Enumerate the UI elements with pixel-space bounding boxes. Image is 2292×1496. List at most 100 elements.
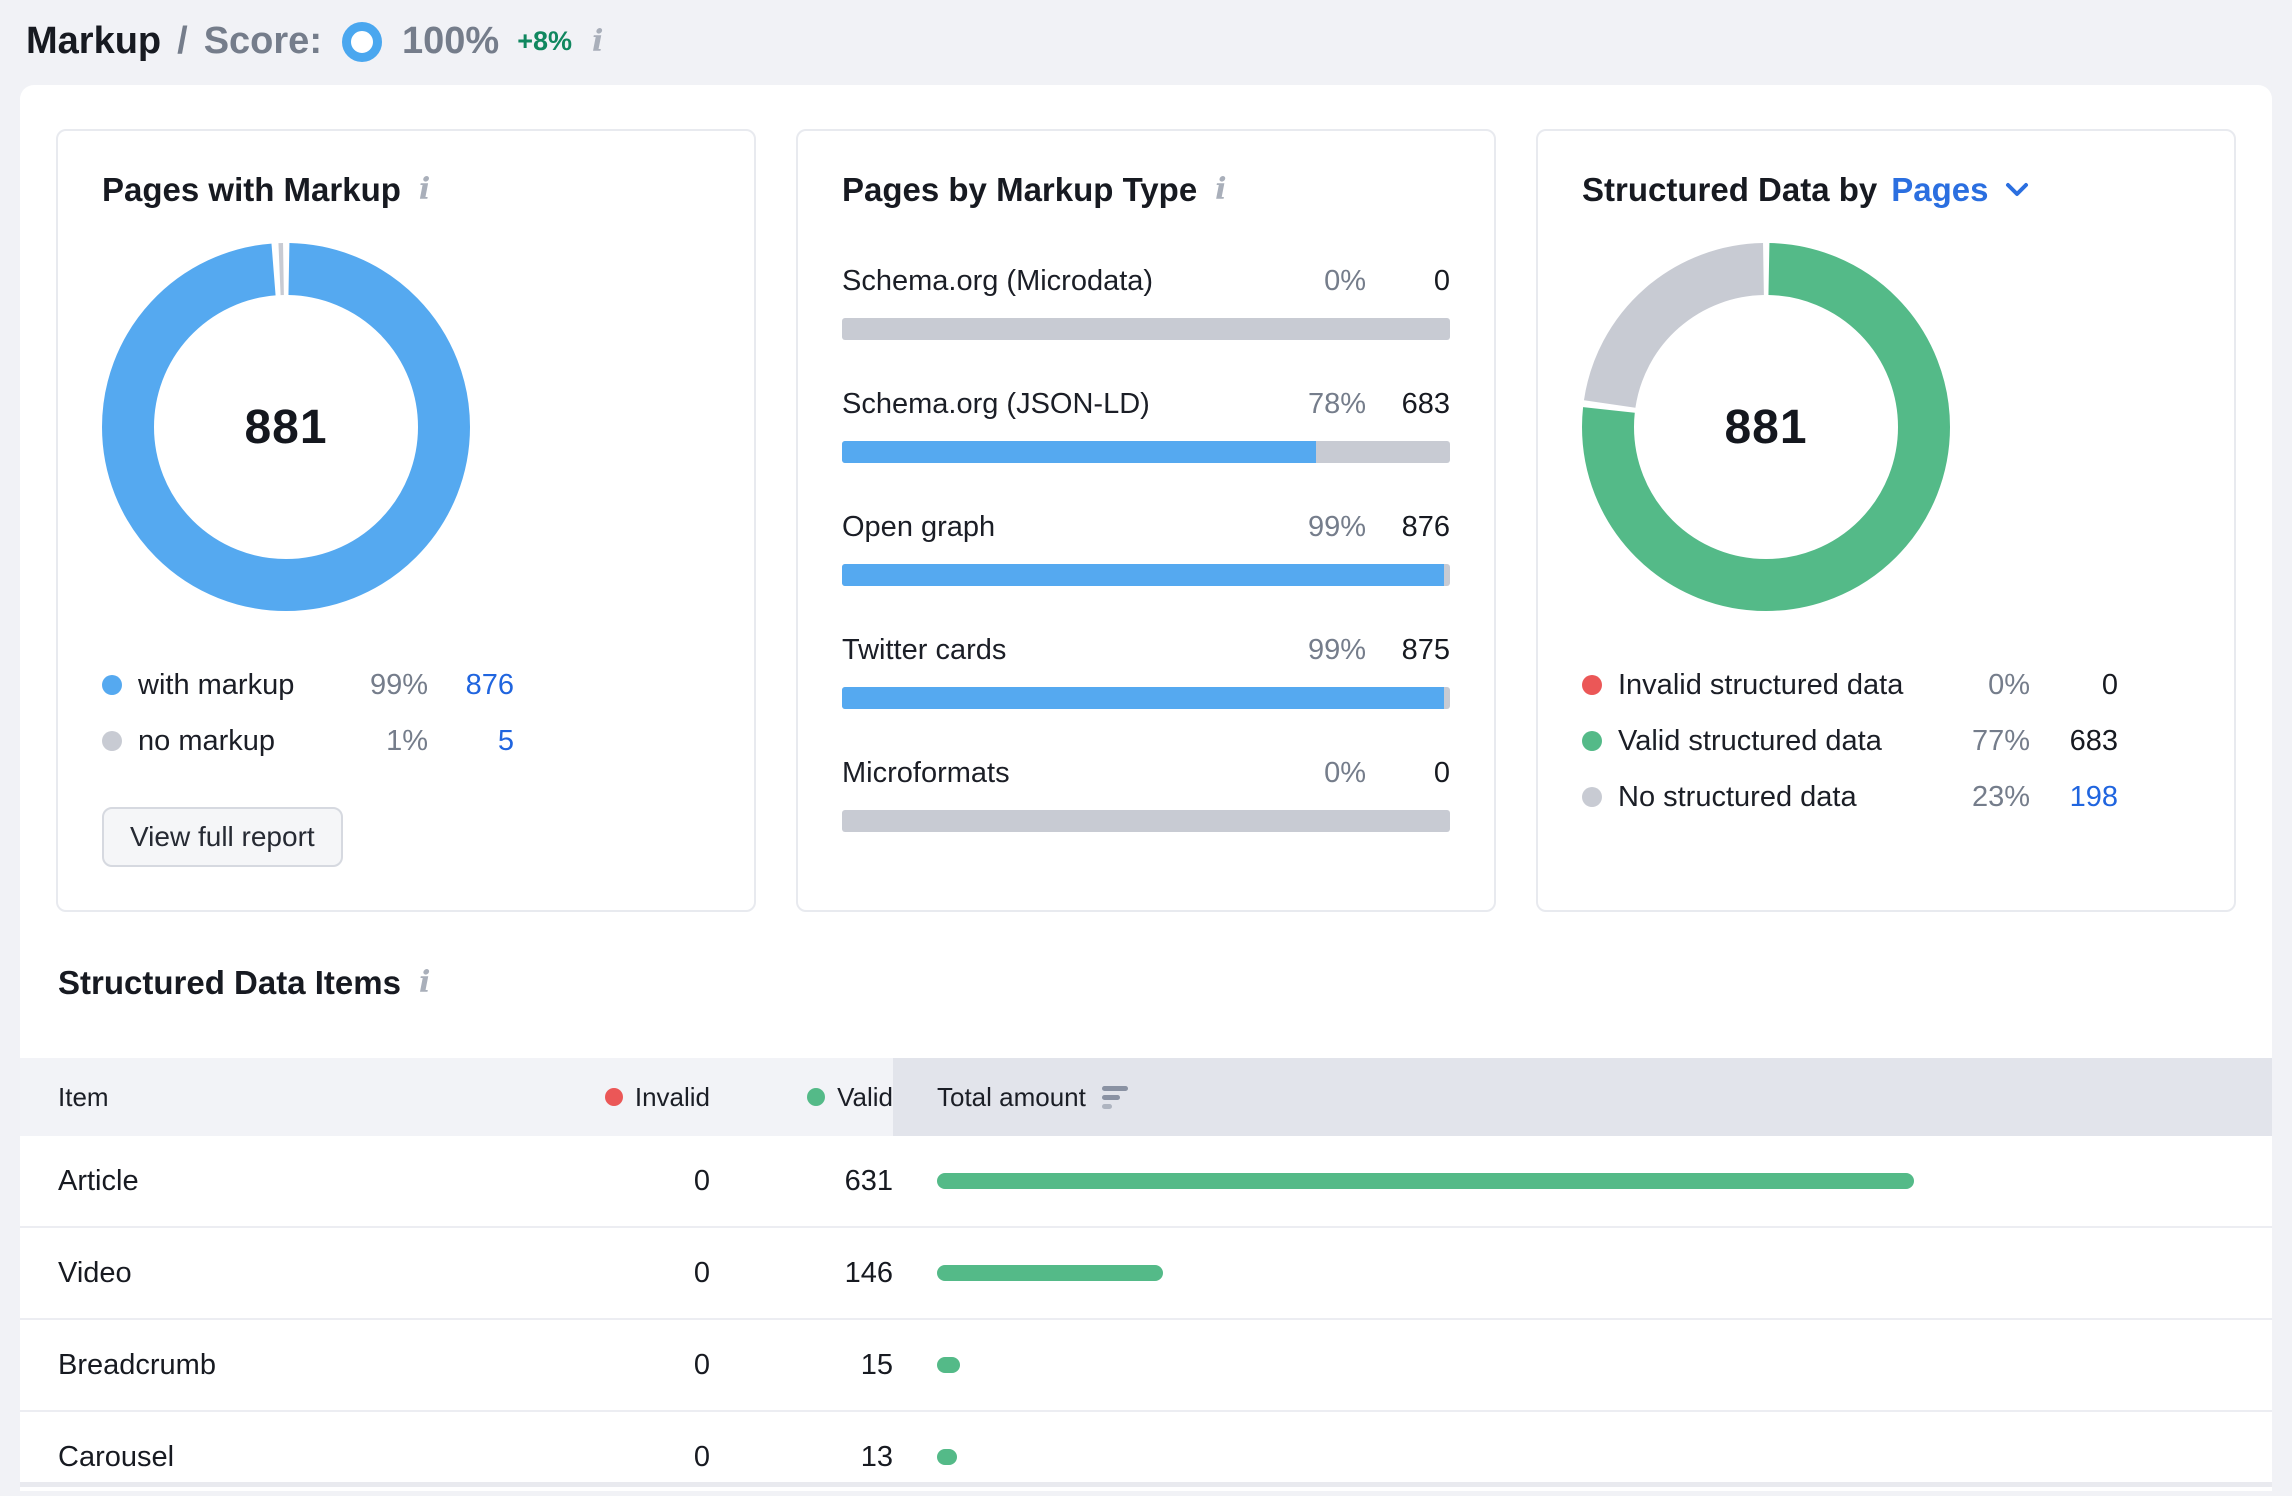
card-pages-by-markup-type: Pages by Markup Type i Schema.org (Micro… — [796, 129, 1496, 912]
legend-value-link[interactable]: 198 — [2069, 780, 2118, 813]
legend-value: 683 — [2069, 724, 2118, 757]
legend-row: No structured data 23% 198 — [1582, 769, 2190, 825]
legend: Invalid structured data 0% 0 Valid struc… — [1582, 657, 2190, 825]
card-title: Pages by Markup Type — [842, 171, 1198, 208]
table-row: Carousel 0 13 — [20, 1412, 2272, 1496]
markup-type-row: Schema.org (JSON-LD) 78% 683 — [842, 388, 1450, 463]
structured-data-items-table: Item Invalid Valid Total amount Article … — [20, 1058, 2272, 1496]
gray-dot-icon — [1582, 787, 1602, 807]
markup-type-percent: 0% — [1324, 265, 1366, 297]
markup-type-row: Schema.org (Microdata) 0% 0 — [842, 265, 1450, 340]
legend-value-link[interactable]: 5 — [497, 724, 514, 757]
markup-type-row: Microformats 0% 0 — [842, 757, 1450, 832]
blue-dot-icon — [102, 675, 122, 695]
total-amount-bar — [937, 1449, 957, 1465]
progress-bar — [842, 810, 1450, 832]
info-icon[interactable]: i — [418, 965, 431, 1000]
structured-data-donut[interactable]: 881 — [1582, 243, 1950, 611]
next-row-divider — [20, 1482, 2272, 1487]
markup-type-label: Schema.org (Microdata) — [842, 265, 1154, 297]
markup-type-row: Open graph 99% 876 — [842, 511, 1450, 586]
markup-type-label: Microformats — [842, 757, 1010, 789]
donut-chart[interactable] — [102, 243, 470, 611]
progress-bar — [842, 687, 1450, 709]
score-value: 100% — [401, 20, 500, 62]
markup-type-value: 0 — [1433, 265, 1450, 297]
page-header: Markup / Score: 100% +8% i — [0, 0, 2292, 85]
card-structured-data-by-pages: Structured Data by Pages 881 Invalid str… — [1536, 129, 2236, 912]
chevron-down-icon[interactable] — [2004, 181, 2030, 199]
column-header-label: Invalid — [634, 1081, 710, 1112]
table-header: Item Invalid Valid Total amount — [20, 1058, 2272, 1136]
card-pages-with-markup: Pages with Markup i 881 with markup 99% … — [56, 129, 756, 912]
legend-label: No structured data — [1618, 780, 1857, 813]
legend-row: no markup 1% 5 — [102, 713, 710, 769]
markup-type-percent: 78% — [1307, 388, 1366, 420]
valid-count: 631 — [844, 1164, 893, 1197]
markup-type-row: Twitter cards 99% 875 — [842, 634, 1450, 709]
table-row: Article 0 631 — [20, 1136, 2272, 1228]
info-icon[interactable]: i — [591, 23, 604, 59]
invalid-count: 0 — [693, 1348, 710, 1381]
legend-percent: 99% — [369, 668, 428, 701]
markup-type-value[interactable]: 683 — [1401, 388, 1450, 420]
green-dot-icon — [807, 1088, 826, 1106]
item-name: Video — [58, 1256, 132, 1289]
page-title: Markup — [26, 20, 162, 62]
cards-row: Pages with Markup i 881 with markup 99% … — [20, 129, 2272, 912]
donut-total: 881 — [1724, 400, 1808, 454]
markup-type-list: Schema.org (Microdata) 0% 0 Schema.org (… — [842, 265, 1450, 832]
legend-label: Valid structured data — [1618, 724, 1882, 757]
markup-type-label: Schema.org (JSON-LD) — [842, 388, 1150, 420]
total-amount-bar — [937, 1173, 1914, 1189]
legend-label: Invalid structured data — [1618, 668, 1904, 701]
invalid-count: 0 — [693, 1164, 710, 1197]
column-header-total-amount[interactable]: Total amount — [893, 1058, 2272, 1136]
legend-row: with markup 99% 876 — [102, 657, 710, 713]
markup-type-percent: 99% — [1307, 634, 1366, 666]
score-ring-icon — [341, 21, 382, 62]
info-icon[interactable]: i — [1215, 172, 1227, 207]
gray-dot-icon — [102, 731, 122, 751]
legend-percent: 23% — [1971, 780, 2030, 813]
markup-type-label: Twitter cards — [842, 634, 1007, 666]
markup-type-value[interactable]: 875 — [1401, 634, 1450, 666]
score-label: Score: — [203, 20, 322, 62]
pages-with-markup-donut[interactable]: 881 — [102, 243, 470, 611]
total-amount-bar — [937, 1265, 1163, 1281]
valid-count: 146 — [844, 1256, 893, 1289]
markup-type-percent: 99% — [1307, 511, 1366, 543]
column-header-item: Item — [58, 1081, 109, 1112]
legend-percent: 77% — [1971, 724, 2030, 757]
donut-chart[interactable] — [1582, 243, 1950, 611]
progress-bar — [842, 441, 1450, 463]
progress-bar — [842, 564, 1450, 586]
view-full-report-button[interactable]: View full report — [102, 807, 343, 867]
card-title: Pages with Markup — [102, 171, 401, 208]
red-dot-icon — [1582, 675, 1602, 695]
column-header-invalid: Invalid — [520, 1082, 710, 1113]
legend: with markup 99% 876 no markup 1% 5 — [102, 657, 710, 769]
column-header-label: Valid — [837, 1081, 893, 1112]
markup-type-value: 0 — [1433, 757, 1450, 789]
progress-bar — [842, 318, 1450, 340]
breadcrumb-separator: / — [177, 20, 188, 62]
markup-type-value[interactable]: 876 — [1401, 511, 1450, 543]
total-amount-bar — [937, 1357, 960, 1373]
info-icon[interactable]: i — [418, 172, 431, 207]
score-delta: +8% — [517, 26, 572, 56]
item-name: Carousel — [58, 1440, 175, 1473]
column-header-valid: Valid — [710, 1082, 893, 1113]
legend-value-link[interactable]: 876 — [465, 668, 514, 701]
item-name: Breadcrumb — [58, 1348, 216, 1381]
legend-row: Valid structured data 77% 683 — [1582, 713, 2190, 769]
red-dot-icon — [604, 1088, 623, 1106]
sort-descending-icon[interactable] — [1101, 1085, 1128, 1109]
invalid-count: 0 — [693, 1440, 710, 1473]
main-panel: Pages with Markup i 881 with markup 99% … — [20, 85, 2272, 1491]
donut-total: 881 — [244, 400, 328, 454]
markup-type-label: Open graph — [842, 511, 996, 543]
pages-selector[interactable]: Pages — [1891, 171, 1989, 208]
section-title: Structured Data Items — [58, 964, 401, 1001]
legend-value: 0 — [2101, 668, 2118, 701]
